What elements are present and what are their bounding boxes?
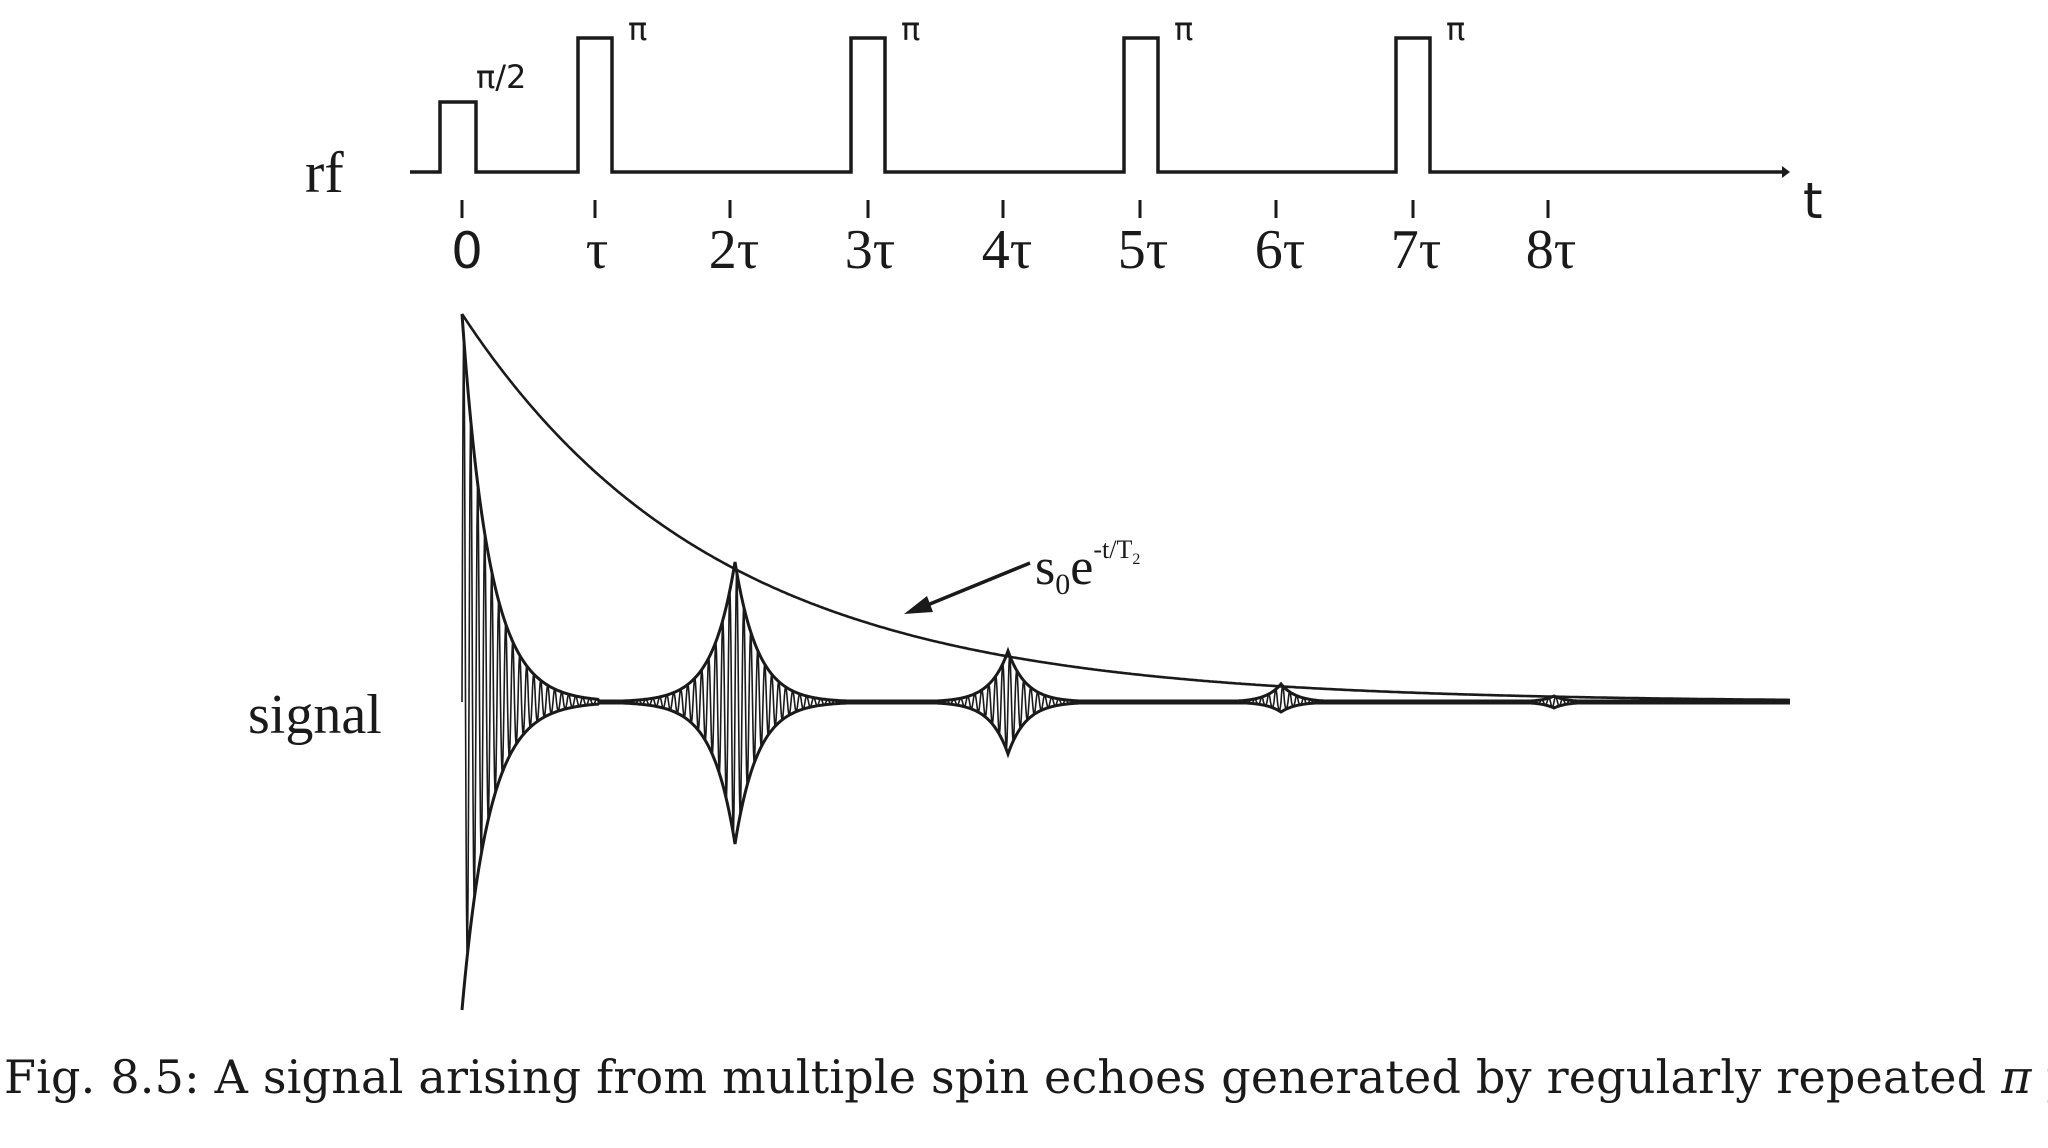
signal-label: signal (248, 684, 382, 746)
eq-exp: e (1070, 539, 1093, 596)
tick-label: 4τ (982, 219, 1033, 281)
tick-label: 7τ (1391, 219, 1442, 281)
tick-label: 2τ (709, 219, 760, 281)
caption-symbol: π (2001, 1050, 2032, 1104)
annotation-arrow-line (924, 561, 1031, 608)
envelope-equation: s0e-t/T2 (1035, 535, 1140, 601)
tick-label: 8τ (1526, 219, 1577, 281)
eq-sup: -t/T (1093, 535, 1132, 564)
echo-signal-oscillation (461, 343, 1790, 953)
echo-envelope-lower (460, 701, 1790, 1011)
pulse-label-90: π/2 (476, 58, 526, 96)
time-axis-tick-labels: 0 τ 2τ 3τ 4τ 5τ 6τ 7τ 8τ (451, 219, 1576, 281)
tick-label: τ (586, 219, 609, 281)
eq-sub: 0 (1055, 568, 1070, 601)
pulse-label-180: π (901, 10, 920, 48)
rf-pulse-trace (410, 36, 1782, 174)
time-axis-arrow-icon (1782, 166, 1790, 178)
pulse-label-180: π (1446, 10, 1465, 48)
tick-label: 6τ (1255, 219, 1306, 281)
eq-base: s (1035, 539, 1055, 596)
pulse-label-180: π (628, 10, 647, 48)
figure-caption: Fig. 8.5: A signal arising from multiple… (4, 1050, 2048, 1104)
echo-envelope-upper (460, 313, 1790, 703)
arrow-head-icon (904, 596, 933, 614)
tick-label: 3τ (845, 219, 896, 281)
t2-decay-curve (460, 313, 1790, 702)
time-axis-ticks (460, 200, 1550, 218)
rf-label: rf (305, 140, 344, 205)
tick-label: 0 (451, 222, 483, 280)
tick-label: 5τ (1118, 219, 1169, 281)
caption-prefix: Fig. 8.5: A signal arising from multiple… (4, 1050, 2002, 1104)
caption-suffix: pulses (2032, 1050, 2048, 1104)
time-axis-label: t (1803, 172, 1823, 230)
pulse-label-180: π (1174, 10, 1193, 48)
eq-sup-sub: 2 (1132, 551, 1140, 568)
